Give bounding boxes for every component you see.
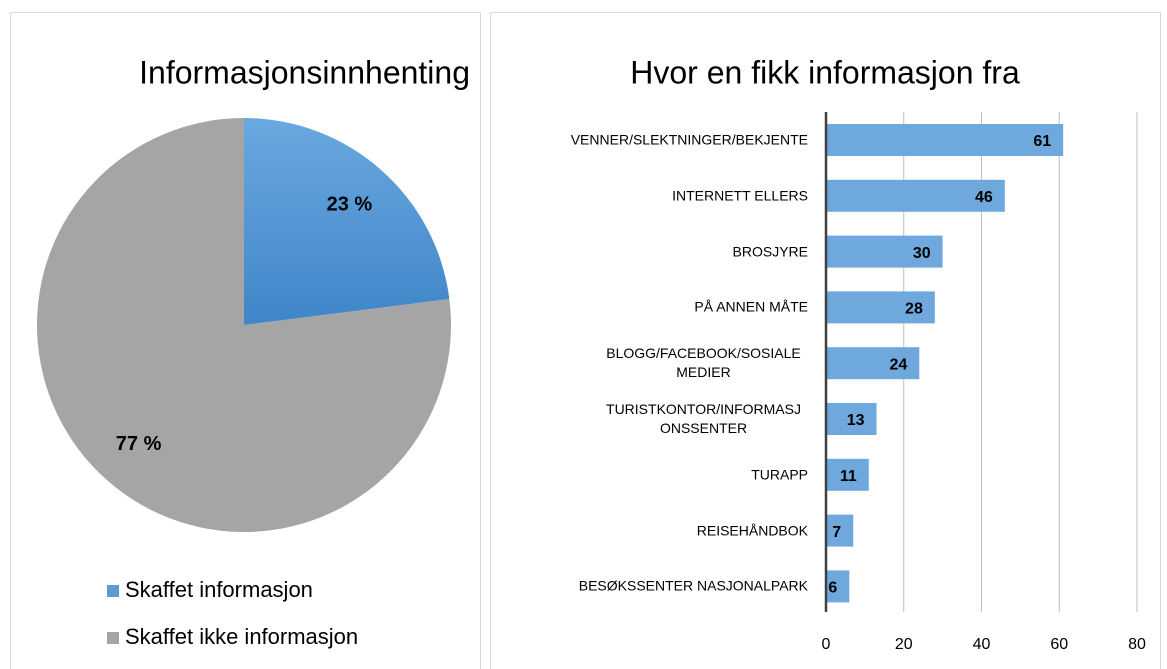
bar-value: 11 <box>840 468 857 485</box>
bar-value: 30 <box>913 245 931 262</box>
category-label: TURAPP <box>751 466 808 483</box>
category-label: BROSJYRE <box>732 243 808 260</box>
pie-slice <box>244 118 450 325</box>
bar <box>826 347 920 380</box>
x-tick-label: 80 <box>1128 636 1146 653</box>
slice-label: 77 % <box>116 433 162 455</box>
bar <box>826 235 943 268</box>
slice-label: 23 % <box>327 194 373 216</box>
bar-value: 6 <box>828 580 837 597</box>
legend-label: Skaffet ikke informasjon <box>125 624 358 649</box>
x-tick-label: 0 <box>822 636 831 653</box>
panel <box>10 12 481 669</box>
category-label: INTERNETT ELLERS <box>672 187 808 204</box>
category-label: TURISTKONTOR/INFORMASJONSSENTER <box>606 401 801 436</box>
x-tick-label: 40 <box>973 636 991 653</box>
bar <box>826 514 854 547</box>
pie-slice <box>36 118 451 533</box>
bar-value: 24 <box>890 356 908 373</box>
bar-value: 46 <box>975 189 993 206</box>
x-tick-label: 20 <box>895 636 913 653</box>
category-label: PÅ ANNEN MÅTE <box>694 298 808 315</box>
bar-value: 13 <box>847 412 865 429</box>
x-tick-label: 60 <box>1050 636 1068 653</box>
category-label: BESØKSSENTER NASJONALPARK <box>578 577 808 594</box>
pie-title: Informasjonsinnhenting <box>139 54 470 90</box>
bar-value: 28 <box>905 301 923 318</box>
category-label: REISEHÅNDBOK <box>696 522 808 539</box>
bar <box>826 124 1064 156</box>
legend-swatch <box>107 585 119 597</box>
bar <box>826 291 935 324</box>
bar <box>826 458 869 491</box>
bar <box>826 403 877 435</box>
legend-swatch <box>107 632 119 644</box>
panel <box>490 12 1161 669</box>
legend-label: Skaffet informasjon <box>125 577 313 602</box>
bar-value: 7 <box>832 524 841 541</box>
category-label: VENNER/SLEKTNINGER/BEKJENTE <box>570 131 808 148</box>
bar-value: 61 <box>1033 133 1051 150</box>
bar-title: Hvor en fikk informasjon fra <box>630 54 1020 90</box>
bar <box>826 179 1005 212</box>
category-label: BLOGG/FACEBOOK/SOSIALE MEDIER <box>606 345 801 381</box>
bar <box>826 570 850 603</box>
